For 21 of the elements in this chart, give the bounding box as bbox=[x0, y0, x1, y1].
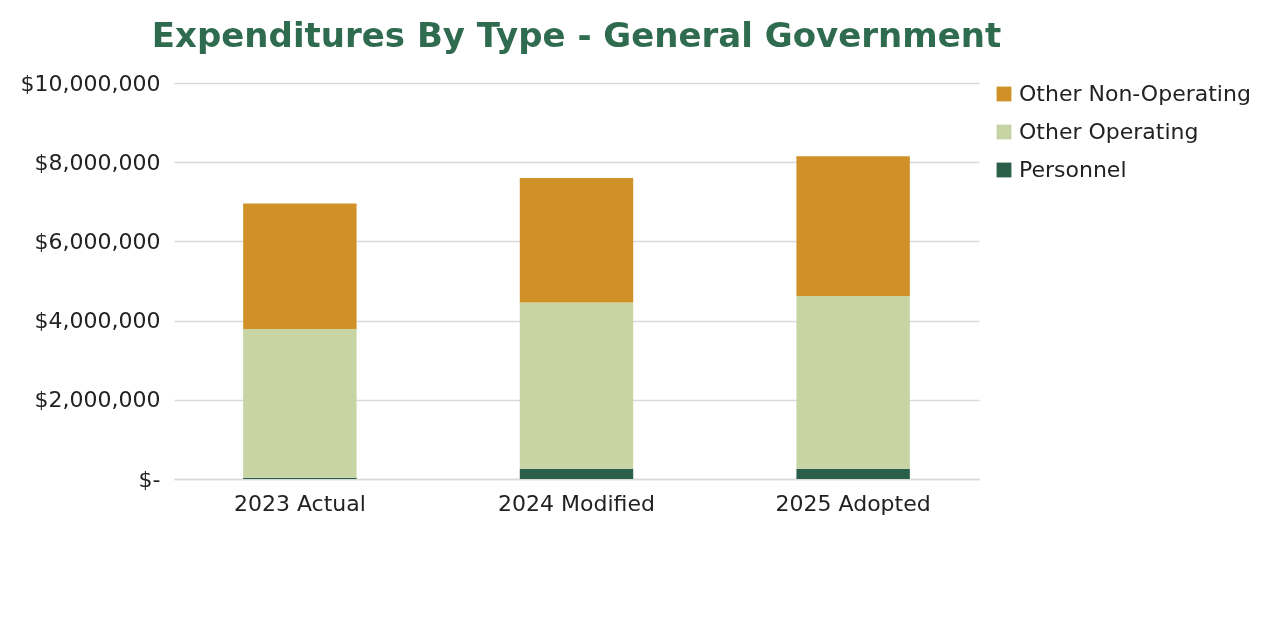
bar bbox=[796, 296, 910, 469]
bar bbox=[796, 156, 910, 297]
bar bbox=[519, 468, 634, 479]
bar bbox=[243, 328, 357, 478]
y-tick-label: $2,000,000 bbox=[34, 387, 161, 413]
bar bbox=[243, 203, 357, 329]
y-tick-label: $- bbox=[138, 466, 161, 492]
legend-label: Personnel bbox=[1019, 157, 1127, 182]
bar bbox=[796, 468, 910, 479]
y-tick-label: $6,000,000 bbox=[34, 228, 161, 254]
legend-label: Other Non-Operating bbox=[1019, 81, 1251, 106]
y-tick-label: $8,000,000 bbox=[34, 149, 161, 175]
x-tick-label: 2023 Actual bbox=[233, 490, 366, 516]
x-tick-label: 2024 Modified bbox=[498, 490, 655, 516]
bar bbox=[519, 178, 634, 303]
chart-title: Expenditures By Type - General Government bbox=[151, 15, 1002, 55]
bar bbox=[519, 302, 634, 469]
legend-label: Other Operating bbox=[1019, 119, 1199, 144]
x-tick-label: 2025 Adopted bbox=[775, 490, 931, 516]
y-tick-label: $10,000,000 bbox=[20, 70, 161, 96]
y-tick-label: $4,000,000 bbox=[34, 308, 161, 334]
